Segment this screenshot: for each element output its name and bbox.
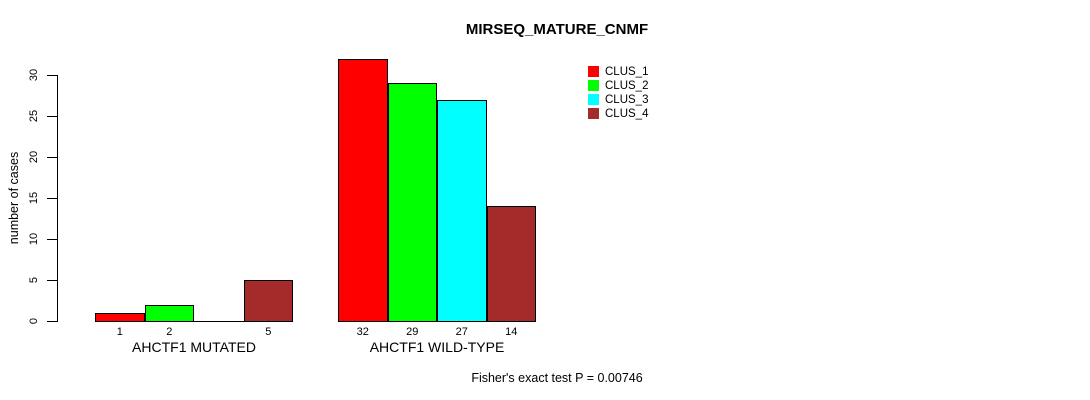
legend-swatch-clus_2 <box>588 80 599 91</box>
y-tick-label: 30 <box>28 68 40 82</box>
legend-swatch-clus_4 <box>588 108 599 119</box>
stat-annotation: Fisher's exact test P = 0.00746 <box>471 371 643 385</box>
legend-swatch-clus_3 <box>588 94 599 105</box>
bar-clus_2 <box>387 83 437 322</box>
bar-clus_3-zero <box>194 321 244 322</box>
y-axis <box>57 75 58 322</box>
bar-clus_4 <box>243 280 293 322</box>
chart-title: MIRSEQ_MATURE_CNMF <box>465 21 649 38</box>
y-tick-label: 5 <box>28 276 40 284</box>
bar-value-label: 14 <box>505 326 518 338</box>
bar-clus_1 <box>338 59 388 322</box>
bar-value-label: 29 <box>406 326 419 338</box>
legend-label-clus_1: CLUS_1 <box>605 66 649 78</box>
bar-clus_3 <box>437 100 487 322</box>
bar-value-label: 32 <box>356 326 369 338</box>
y-tick-label: 20 <box>28 150 40 164</box>
y-tick-mark <box>47 75 57 76</box>
y-tick-mark <box>47 280 57 281</box>
y-tick-label: 15 <box>28 191 40 205</box>
y-tick-mark <box>47 239 57 240</box>
bar-value-label: 2 <box>166 326 173 338</box>
legend-swatch-clus_1 <box>588 66 599 77</box>
legend-label-clus_3: CLUS_3 <box>605 94 649 106</box>
x-group-label: AHCTF1 MUTATED <box>132 339 256 355</box>
bar-value-label: 5 <box>265 326 272 338</box>
bar-value-label: 27 <box>455 326 468 338</box>
legend-label-clus_4: CLUS_4 <box>605 108 649 120</box>
bar-clus_4 <box>486 206 536 322</box>
bar-clus_1 <box>95 313 145 322</box>
y-tick-mark <box>47 321 57 322</box>
y-tick-label: 0 <box>28 317 40 325</box>
bar-clus_2 <box>144 305 194 322</box>
bar-value-label: 1 <box>116 326 123 338</box>
y-tick-label: 10 <box>28 232 40 246</box>
y-axis-label: number of cases <box>7 151 21 245</box>
y-tick-mark <box>47 116 57 117</box>
x-group-label: AHCTF1 WILD-TYPE <box>369 339 505 355</box>
legend-label-clus_2: CLUS_2 <box>605 80 649 92</box>
y-tick-mark <box>47 157 57 158</box>
y-tick-label: 25 <box>28 109 40 123</box>
y-tick-mark <box>47 198 57 199</box>
